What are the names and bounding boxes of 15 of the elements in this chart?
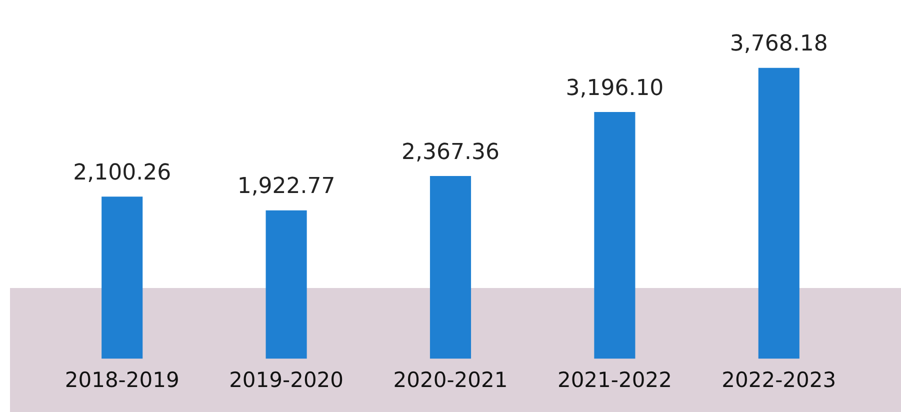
bar bbox=[102, 196, 143, 359]
x-tick-label: 2021-2022 bbox=[557, 368, 672, 392]
x-tick-label: 2020-2021 bbox=[393, 368, 508, 392]
bar bbox=[758, 68, 800, 359]
data-label: 3,768.18 bbox=[730, 32, 828, 57]
x-tick-label: 2019-2020 bbox=[229, 368, 344, 392]
data-label: 2,100.26 bbox=[73, 160, 172, 186]
x-tick-label: 2018-2019 bbox=[64, 368, 180, 392]
data-label: 3,196.10 bbox=[566, 76, 664, 101]
data-label: 1,922.77 bbox=[237, 174, 336, 200]
x-tick-label: 2022-2023 bbox=[722, 368, 836, 392]
bar bbox=[594, 112, 636, 359]
bar bbox=[266, 210, 307, 359]
bar bbox=[430, 176, 472, 359]
data-label: 2,367.36 bbox=[402, 140, 500, 165]
